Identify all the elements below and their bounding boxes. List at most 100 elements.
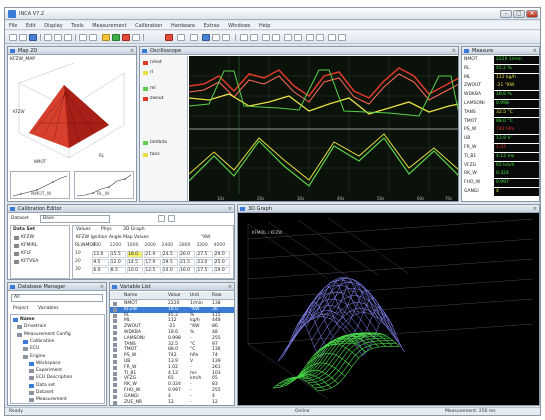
table-row[interactable]: VFZG 65 km/h 65 bbox=[110, 376, 234, 382]
grid-cell[interactable]: 14.0 bbox=[161, 267, 178, 274]
alarm-icon[interactable] bbox=[165, 34, 173, 41]
grid-cell[interactable]: 18.0 bbox=[127, 251, 144, 258]
close-icon[interactable]: × bbox=[227, 206, 232, 212]
chart-icon[interactable] bbox=[328, 34, 336, 41]
measure-row[interactable]: WDKBA 18.6 % bbox=[462, 91, 539, 100]
table-row[interactable]: ZWOUT -21 °KW 86 bbox=[110, 324, 234, 330]
project-tree-item[interactable]: Name bbox=[20, 317, 35, 322]
project-tree-item[interactable]: Measurement Config bbox=[24, 331, 71, 337]
col-name[interactable]: Name bbox=[124, 293, 138, 298]
project-tree-item[interactable]: Workspace bbox=[36, 360, 61, 366]
signal-name[interactable]: ml bbox=[150, 86, 156, 91]
grid-cell[interactable]: 6.0 bbox=[92, 267, 109, 274]
table-row[interactable]: NMOT 2220 1/min 138 bbox=[110, 301, 234, 307]
measure-icon[interactable] bbox=[190, 34, 198, 41]
close-icon[interactable]: × bbox=[451, 48, 456, 54]
grid-cell[interactable]: 15.5 bbox=[109, 251, 126, 258]
window-icon[interactable] bbox=[284, 34, 292, 41]
grid-cell[interactable]: 17.0 bbox=[144, 259, 161, 266]
table-row[interactable]: PS_W 742 hPa 74 bbox=[110, 353, 234, 359]
menu-help[interactable]: Help bbox=[259, 23, 271, 29]
menu-edit[interactable]: Edit bbox=[25, 23, 36, 29]
project-tree-item[interactable]: ECU bbox=[30, 346, 40, 352]
grid-cell[interactable]: 8.5 bbox=[109, 267, 126, 274]
filter-select[interactable]: All bbox=[11, 294, 103, 302]
tab-project[interactable]: Project bbox=[13, 306, 29, 311]
grid-cell[interactable]: 29.0 bbox=[213, 251, 230, 258]
project-tree-item[interactable]: Calibration bbox=[30, 338, 55, 344]
measure-row[interactable]: FHO_W 0.997 bbox=[462, 179, 539, 188]
start-measurement-icon[interactable] bbox=[112, 34, 120, 41]
tree-item[interactable]: KFZW bbox=[21, 235, 35, 240]
minimize-button[interactable]: – bbox=[500, 10, 512, 18]
cut-icon[interactable] bbox=[44, 34, 52, 41]
menu-windows[interactable]: Windows bbox=[228, 23, 251, 29]
menu-tools[interactable]: Tools bbox=[71, 23, 84, 29]
table-row[interactable]: TI_B1 4.12 ms 103 bbox=[110, 371, 234, 377]
grid-cell[interactable]: 10.0 bbox=[127, 267, 144, 274]
signal-name[interactable]: zwout bbox=[150, 96, 164, 101]
measure-row[interactable]: UB 13.9 V bbox=[462, 135, 539, 144]
arrow-right-icon[interactable] bbox=[272, 34, 280, 41]
grid-cell[interactable]: 14.5 bbox=[127, 259, 144, 266]
pause-icon[interactable] bbox=[102, 34, 110, 41]
arrow-left-icon[interactable] bbox=[262, 34, 270, 41]
grid-cell[interactable]: 17.5 bbox=[196, 267, 213, 274]
col-unit[interactable]: Unit bbox=[190, 293, 200, 298]
grid-cell[interactable]: 23.0 bbox=[196, 259, 213, 266]
measure-row[interactable]: ML 112 kg/h bbox=[462, 73, 539, 83]
project-tree-item[interactable]: Data set bbox=[36, 382, 56, 388]
grid-cell[interactable]: 12.5 bbox=[144, 267, 161, 274]
measure-row[interactable]: TI_B1 4.12 ms bbox=[462, 152, 539, 162]
col-value[interactable]: Value bbox=[168, 293, 181, 298]
measure-row[interactable]: ZWOUT -21 °KW bbox=[462, 82, 539, 91]
menu-measurement[interactable]: Measurement bbox=[92, 23, 127, 29]
table-row[interactable]: UB 13.9 V 139 bbox=[110, 359, 234, 365]
layout-icon[interactable] bbox=[240, 34, 248, 41]
grid-cell[interactable]: 12.0 bbox=[92, 251, 109, 258]
open-icon[interactable] bbox=[19, 34, 27, 41]
table-row[interactable]: TANS 32.5 °C 97 bbox=[110, 342, 234, 348]
oscilloscope-display[interactable]: 10s 20s 30s 40s 50s 60s 70s bbox=[189, 56, 459, 202]
compare-icon[interactable] bbox=[212, 34, 220, 41]
close-button[interactable]: ✕ bbox=[526, 10, 538, 18]
table-row[interactable]: TMOT 88.0 °C 136 bbox=[110, 347, 234, 353]
col-raw[interactable]: Raw bbox=[212, 293, 222, 298]
menu-file[interactable]: File bbox=[9, 23, 18, 29]
table-row[interactable]: FHO_W 0.997 - 255 bbox=[110, 388, 234, 394]
measure-row[interactable]: NMOT 2220 1/min bbox=[462, 56, 539, 65]
project-tree-item[interactable]: Measurement bbox=[36, 397, 67, 403]
grid-cell[interactable]: 16.0 bbox=[179, 267, 196, 274]
redo-icon[interactable] bbox=[316, 34, 324, 41]
grid-cell[interactable]: 24.5 bbox=[161, 251, 178, 258]
measure-row[interactable]: TANS 32.5 °C bbox=[462, 108, 539, 118]
save-icon[interactable] bbox=[29, 34, 37, 41]
flash-icon[interactable] bbox=[222, 34, 230, 41]
project-tree-item[interactable]: Dataset bbox=[36, 390, 54, 395]
grid-cell[interactable]: 26.0 bbox=[179, 251, 196, 258]
menu-display[interactable]: Display bbox=[44, 23, 63, 29]
close-icon[interactable]: × bbox=[532, 206, 537, 212]
paste-icon[interactable] bbox=[64, 34, 72, 41]
measure-row[interactable]: RK_W 0.324 bbox=[462, 170, 539, 179]
copy-icon[interactable] bbox=[54, 34, 62, 41]
grid-cell[interactable]: 27.5 bbox=[196, 251, 213, 258]
maximize-button[interactable]: ▢ bbox=[513, 10, 525, 18]
tree-item[interactable]: KFLF bbox=[21, 251, 32, 256]
table-row[interactable]: KFZW 18.0 °KW 36 bbox=[110, 306, 234, 313]
tab-values[interactable]: Values bbox=[76, 227, 91, 232]
tree-item[interactable]: KFTVSA bbox=[21, 259, 39, 264]
grid-cell[interactable]: 25.0 bbox=[213, 259, 230, 266]
signal-name[interactable]: lambda bbox=[150, 140, 167, 145]
measure-row[interactable]: RL 45.2 % bbox=[462, 64, 539, 74]
tree-item[interactable]: KFMIRL bbox=[21, 243, 38, 248]
new-icon[interactable] bbox=[9, 34, 17, 41]
stop-icon[interactable] bbox=[132, 34, 140, 41]
measure-row[interactable]: VFZG 65 km/h bbox=[462, 161, 539, 171]
table-row[interactable]: RK_W 0.324 - 83 bbox=[110, 382, 234, 388]
dataset-select[interactable]: Base bbox=[40, 215, 110, 223]
close-icon[interactable]: × bbox=[129, 48, 134, 54]
close-icon[interactable]: × bbox=[99, 284, 104, 290]
grid-cell[interactable]: 19.5 bbox=[161, 259, 178, 266]
signal-name[interactable]: nmot bbox=[150, 60, 162, 65]
